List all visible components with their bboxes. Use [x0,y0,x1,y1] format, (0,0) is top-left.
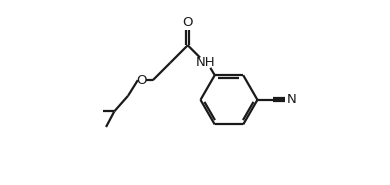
Text: NH: NH [195,56,215,69]
Text: O: O [183,16,193,29]
Text: N: N [287,93,296,106]
Text: O: O [136,74,147,87]
